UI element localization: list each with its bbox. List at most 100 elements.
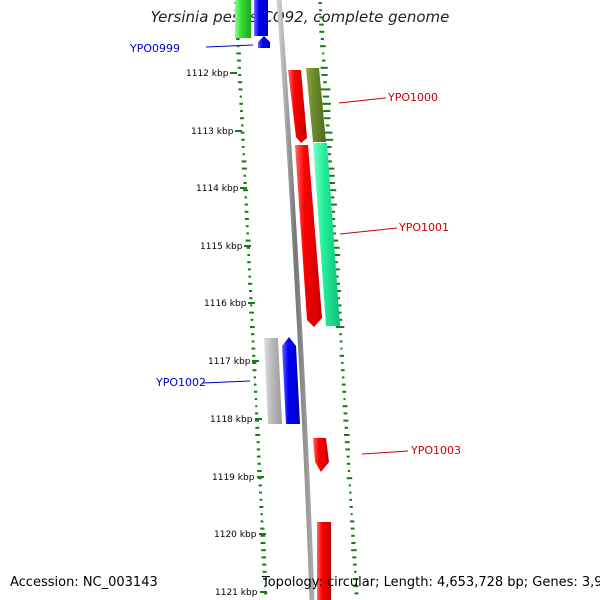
gc-dot	[320, 66, 328, 69]
gc-dot	[262, 570, 267, 573]
gene-teal-hit[interactable]	[313, 143, 340, 326]
gc-dot	[341, 362, 344, 364]
gc-dot	[249, 311, 254, 314]
gc-content-track-outer	[318, 2, 359, 595]
gc-dot	[342, 376, 345, 379]
tick-label: 1114 kbp	[196, 184, 239, 194]
genome-stats: Topology: circular; Length: 4,653,728 bp…	[262, 575, 600, 590]
label-ypo1001[interactable]: YPO1001	[398, 221, 449, 234]
gc-dot	[350, 513, 353, 516]
gc-dot	[239, 117, 244, 120]
gc-dot	[339, 333, 342, 336]
gc-dot	[254, 398, 258, 400]
gene-ypo0999[interactable]	[254, 0, 268, 36]
gene-olive-hit[interactable]	[306, 68, 326, 142]
label-ypo1000[interactable]: YPO1000	[387, 91, 438, 104]
label-line-ypo1002	[202, 380, 251, 384]
gene-ypo0999-arrow[interactable]	[258, 36, 270, 48]
gc-dot	[253, 383, 257, 386]
gc-dot	[239, 95, 242, 98]
gc-dot	[255, 434, 261, 436]
gc-dot	[337, 318, 343, 321]
genome-backbone	[276, 0, 315, 600]
gene-green-partial[interactable]	[235, 0, 251, 38]
tick-label: 1120 kbp	[214, 530, 257, 540]
gc-dot	[255, 419, 259, 422]
gc-dot	[244, 203, 248, 206]
gc-dot	[247, 261, 251, 264]
gc-dot	[348, 484, 351, 487]
gc-dot	[349, 520, 355, 523]
gc-dot	[351, 534, 355, 537]
gc-dot	[331, 239, 339, 242]
length-text: Length: 4,653,728 bp;	[383, 575, 529, 590]
tick-label: 1117 kbp	[208, 357, 251, 367]
gc-dot	[326, 174, 335, 177]
gc-dot	[257, 462, 261, 465]
gc-dot	[343, 419, 349, 422]
gc-dot	[323, 138, 334, 141]
gc-dot	[247, 268, 251, 271]
gc-dot	[251, 340, 255, 343]
gc-dot	[237, 66, 241, 69]
gc-dot	[250, 318, 254, 321]
gc-dot	[259, 498, 263, 501]
gc-dot	[344, 426, 348, 429]
gc-dot	[255, 405, 258, 408]
gene-red-partial-bottom[interactable]	[317, 522, 331, 600]
gc-dot	[349, 491, 352, 494]
label-ypo1002[interactable]: YPO1002	[155, 376, 206, 389]
gene-ypo1000[interactable]	[288, 70, 307, 143]
gc-dot	[253, 376, 256, 379]
gc-dot	[236, 38, 240, 40]
gc-dot	[327, 182, 335, 184]
gc-dot	[252, 362, 257, 364]
gc-dot	[238, 74, 242, 76]
tick-label: 1121 kbp	[215, 588, 258, 598]
gene-ypo1003[interactable]	[313, 438, 329, 472]
gc-dot	[347, 470, 351, 472]
gc-dot	[242, 153, 245, 156]
gc-dot	[340, 347, 343, 350]
gc-dot	[322, 59, 326, 62]
gc-dot	[260, 527, 265, 530]
gc-dot	[349, 506, 353, 508]
genes-count-text: Genes: 3,974	[532, 575, 600, 590]
accession-text: Accession: NC_003143	[10, 575, 158, 590]
gc-dot	[336, 304, 342, 307]
gc-dot	[326, 167, 335, 170]
gc-dot	[345, 448, 350, 451]
gc-dot	[325, 124, 330, 127]
gc-dot	[321, 74, 328, 76]
gc-dot	[248, 275, 251, 278]
gc-dot	[330, 210, 336, 213]
gc-dot	[339, 340, 343, 343]
gc-dot	[261, 556, 267, 559]
gc-dot	[339, 354, 345, 357]
gc-dot	[344, 441, 350, 444]
gc-dot	[320, 88, 331, 91]
gc-dot	[246, 232, 249, 235]
gc-dot	[260, 534, 266, 537]
gene-ypo1001[interactable]	[295, 145, 322, 327]
gene-gray-hit[interactable]	[264, 338, 282, 424]
gc-dot	[323, 131, 333, 134]
gc-dot	[332, 225, 336, 228]
gc-dot	[342, 390, 346, 393]
gc-dot	[350, 527, 355, 530]
gc-dot	[245, 225, 249, 228]
gc-dot	[250, 304, 253, 307]
gene-ypo1002[interactable]	[282, 337, 300, 424]
gc-dot	[346, 462, 351, 465]
gc-dot	[319, 23, 324, 26]
gc-dot	[333, 268, 340, 271]
gc-dot	[329, 196, 335, 199]
gc-dot	[249, 290, 253, 292]
label-ypo0999[interactable]: YPO0999	[129, 42, 180, 55]
gc-dot	[256, 441, 260, 444]
gc-dot	[244, 196, 248, 199]
gc-dot	[341, 369, 345, 372]
tick-label: 1119 kbp	[212, 473, 255, 483]
label-ypo1003[interactable]: YPO1003	[410, 444, 461, 457]
